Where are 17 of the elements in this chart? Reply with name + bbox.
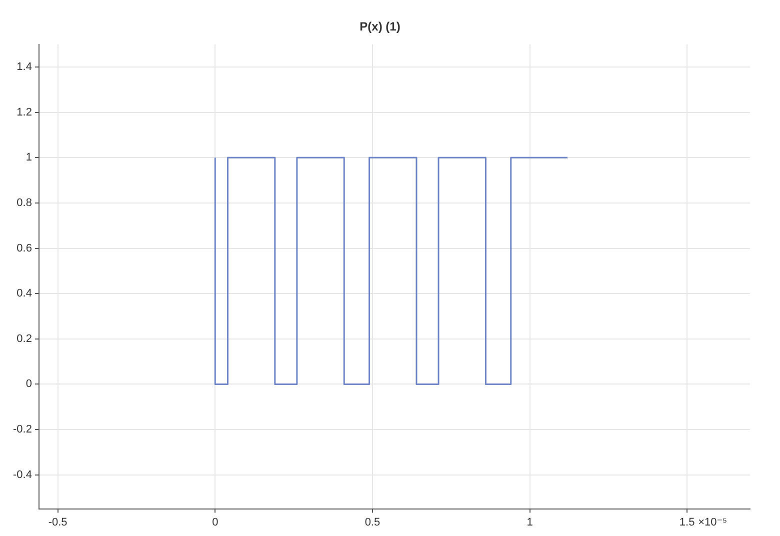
y-tick-label: -0.4 xyxy=(12,468,32,481)
y-tick-label: 1.2 xyxy=(16,106,32,118)
x-tick-label: 1 xyxy=(526,516,533,528)
y-tick-label: 0 xyxy=(26,378,32,390)
x-tick-label: 0 xyxy=(212,516,218,528)
x-axis-title: ×10⁻⁵ xyxy=(698,516,728,528)
y-tick-label: -0.2 xyxy=(12,424,32,436)
x-tick-label: -0.5 xyxy=(48,516,68,528)
y-tick-label: 1 xyxy=(26,152,32,164)
y-tick-label: 1.4 xyxy=(16,61,32,74)
y-tick-label: 0.6 xyxy=(16,242,32,254)
y-tick-label: 0.2 xyxy=(16,332,32,345)
chart-title: P(x) (1) xyxy=(360,20,400,34)
y-tick-label: 0.4 xyxy=(16,288,32,300)
y-tick-label: 0.8 xyxy=(16,197,32,210)
x-tick-label: 1.5 xyxy=(679,516,695,528)
x-tick-label: 0.5 xyxy=(364,516,380,528)
